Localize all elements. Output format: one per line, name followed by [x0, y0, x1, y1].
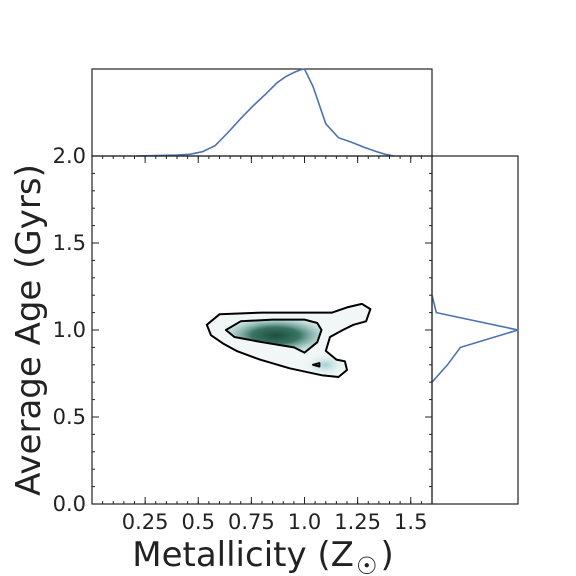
y-tick-label: 0.0 — [53, 492, 86, 516]
x-tick-label: 0.25 — [122, 510, 169, 534]
contour-outer — [205, 302, 372, 378]
y-tick-label: 1.5 — [53, 231, 86, 255]
y-tick-label: 1.0 — [53, 318, 86, 342]
right-marginal-frame — [431, 155, 519, 505]
y-tick-label: 0.5 — [53, 405, 86, 429]
top-marginal-density-line — [136, 68, 394, 157]
x-tick-label: 1.5 — [394, 510, 427, 534]
x-tick-label: 0.5 — [182, 510, 215, 534]
sun-symbol: ☉ — [356, 552, 378, 576]
x-tick-labels: 0.25 0.5 0.75 1.0 1.25 1.5 — [122, 510, 428, 534]
axis-ticks — [92, 155, 432, 505]
top-marginal-tick-label: 2.0 — [53, 144, 86, 168]
x-tick-label: 0.75 — [228, 510, 275, 534]
y-tick-labels: 0.0 0.5 1.0 1.5 — [53, 231, 86, 516]
right-marginal-density-line — [431, 295, 519, 383]
x-tick-label: 1.25 — [334, 510, 381, 534]
top-marginal-frame — [91, 68, 433, 157]
x-axis-label: Metallicity (Z☉) — [132, 535, 394, 576]
density-contours — [205, 302, 372, 378]
y-axis-label: Average Age (Gyrs) — [9, 164, 49, 496]
density-fill-core — [225, 319, 322, 353]
contour-inner-dot — [312, 362, 321, 368]
x-tick-label: 1.0 — [288, 510, 321, 534]
contour-inner — [224, 318, 323, 354]
